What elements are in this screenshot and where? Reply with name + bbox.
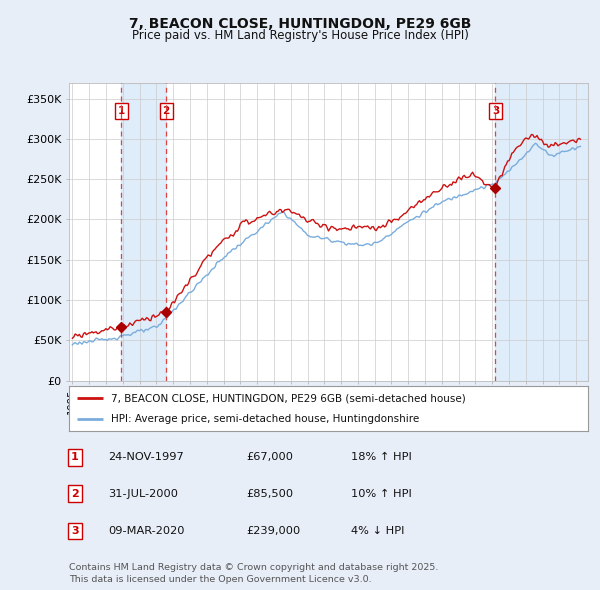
Text: 31-JUL-2000: 31-JUL-2000	[108, 489, 178, 499]
Text: 7, BEACON CLOSE, HUNTINGDON, PE29 6GB (semi-detached house): 7, BEACON CLOSE, HUNTINGDON, PE29 6GB (s…	[110, 394, 465, 404]
Text: 2: 2	[163, 106, 170, 116]
Text: 4% ↓ HPI: 4% ↓ HPI	[351, 526, 404, 536]
Text: 1: 1	[118, 106, 125, 116]
Text: Contains HM Land Registry data © Crown copyright and database right 2025.
This d: Contains HM Land Registry data © Crown c…	[69, 563, 439, 584]
Text: 24-NOV-1997: 24-NOV-1997	[108, 453, 184, 462]
Text: HPI: Average price, semi-detached house, Huntingdonshire: HPI: Average price, semi-detached house,…	[110, 414, 419, 424]
Text: £67,000: £67,000	[246, 453, 293, 462]
Text: 7, BEACON CLOSE, HUNTINGDON, PE29 6GB: 7, BEACON CLOSE, HUNTINGDON, PE29 6GB	[129, 17, 471, 31]
Text: £85,500: £85,500	[246, 489, 293, 499]
Text: 10% ↑ HPI: 10% ↑ HPI	[351, 489, 412, 499]
Text: 1: 1	[71, 453, 79, 462]
Text: 18% ↑ HPI: 18% ↑ HPI	[351, 453, 412, 462]
Text: Price paid vs. HM Land Registry's House Price Index (HPI): Price paid vs. HM Land Registry's House …	[131, 30, 469, 42]
Text: 3: 3	[71, 526, 79, 536]
Text: 3: 3	[492, 106, 499, 116]
Text: £239,000: £239,000	[246, 526, 300, 536]
Bar	[121, 83, 166, 381]
Text: 2: 2	[71, 489, 79, 499]
Bar	[496, 83, 588, 381]
Text: 09-MAR-2020: 09-MAR-2020	[108, 526, 185, 536]
